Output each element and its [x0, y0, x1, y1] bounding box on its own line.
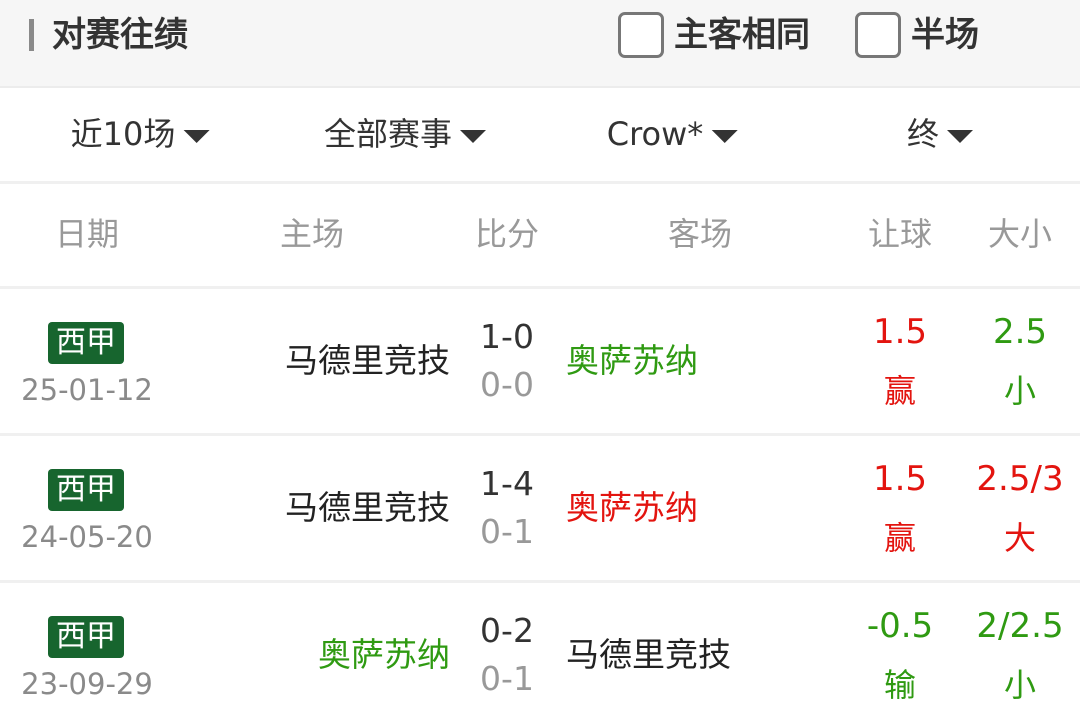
score: 1-4	[480, 464, 534, 503]
half-score: 0-0	[480, 365, 534, 404]
column-header: 客场	[667, 215, 733, 253]
checkbox[interactable]	[855, 12, 901, 58]
away-team: 奥萨苏纳	[566, 488, 698, 527]
filter-label[interactable]: 终	[906, 115, 940, 153]
filter-label[interactable]: Crow*	[606, 115, 704, 153]
column-header: 日期	[54, 215, 120, 253]
divider	[0, 580, 1080, 583]
header-title: 对赛往绩	[52, 15, 188, 55]
divider	[0, 181, 1080, 184]
score: 0-2	[480, 611, 534, 650]
half-score: 0-1	[480, 659, 534, 698]
dropdown-arrow[interactable]	[947, 129, 974, 143]
dropdown-arrow[interactable]	[711, 129, 738, 143]
checkbox-label[interactable]: 半场	[911, 15, 979, 55]
half-score: 0-1	[480, 512, 534, 551]
total-result: 小	[1003, 372, 1037, 410]
away-team: 马德里竞技	[566, 635, 731, 674]
filter-dropdown[interactable]: 近10场	[71, 118, 210, 150]
handicap: 1.5	[872, 312, 928, 352]
handicap-result: 赢	[883, 519, 917, 557]
league-badge: 西甲	[48, 616, 124, 658]
home-team: 马德里竞技	[285, 341, 450, 380]
dropdown-arrow[interactable]	[460, 129, 487, 143]
league-badge: 西甲	[48, 322, 124, 364]
total: 2.5/3	[976, 459, 1064, 499]
league-badge: 西甲	[48, 469, 124, 511]
home-team: 奥萨苏纳	[318, 635, 450, 674]
dropdown-arrow[interactable]	[183, 129, 210, 143]
handicap: 1.5	[872, 459, 928, 499]
total-result: 大	[1003, 519, 1037, 557]
filter-dropdown[interactable]: Crow*	[607, 118, 738, 150]
handicap: -0.5	[866, 606, 934, 646]
total: 2.5	[992, 312, 1048, 352]
match-date: 25-01-12	[21, 373, 153, 407]
header: 对赛往绩 主客相同 半场	[0, 0, 1080, 88]
total-result: 小	[1003, 666, 1037, 704]
divider	[0, 433, 1080, 436]
handicap-result: 输	[883, 666, 917, 704]
score: 1-0	[480, 317, 534, 356]
checkbox[interactable]	[618, 12, 664, 58]
column-header: 大小	[987, 215, 1053, 253]
filter-label[interactable]: 全部赛事	[323, 115, 453, 153]
filter-dropdown[interactable]: 终	[906, 115, 974, 153]
match-date: 24-05-20	[21, 520, 153, 554]
total: 2/2.5	[976, 606, 1064, 646]
column-header: 比分	[474, 215, 540, 253]
home-team: 马德里竞技	[285, 488, 450, 527]
filter-dropdown[interactable]: 全部赛事	[323, 115, 487, 153]
column-header: 主场	[279, 215, 345, 253]
match-date: 23-09-29	[21, 667, 153, 701]
header-accent	[29, 19, 34, 51]
checkbox-label[interactable]: 主客相同	[674, 15, 810, 55]
divider	[0, 286, 1080, 289]
filter-label[interactable]: 近10场	[70, 115, 176, 153]
handicap-result: 赢	[883, 372, 917, 410]
column-header: 让球	[867, 215, 933, 253]
away-team: 奥萨苏纳	[566, 341, 698, 380]
